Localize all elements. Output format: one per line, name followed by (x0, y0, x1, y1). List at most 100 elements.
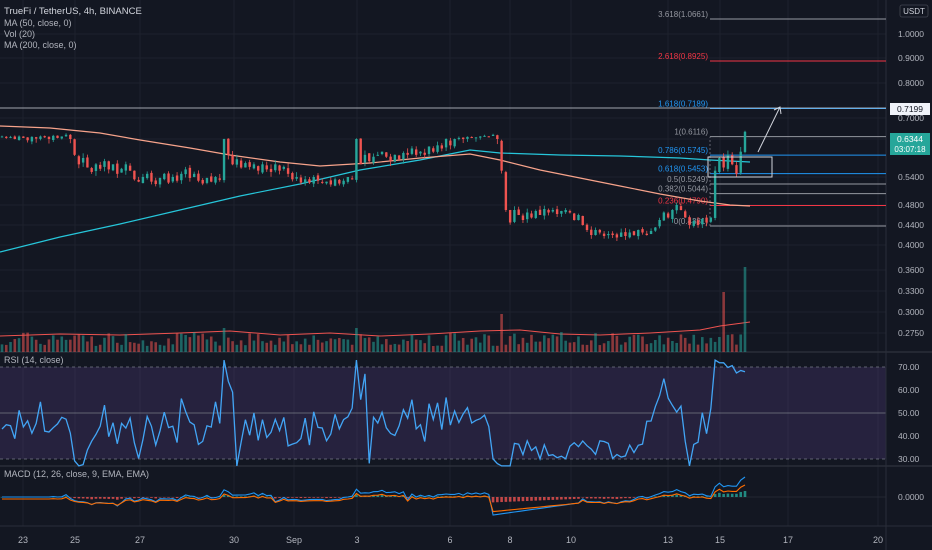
macd-hist-bar (175, 497, 179, 499)
volume-bar (209, 336, 213, 352)
candle-body (201, 179, 204, 184)
volume-bar (158, 344, 162, 352)
candle-body (735, 165, 738, 174)
macd-hist-bar (739, 491, 743, 497)
macd-hist-bar (312, 497, 316, 498)
volume-bar (628, 336, 632, 352)
projection-arrow[interactable] (757, 106, 781, 153)
volume-bar (278, 337, 281, 352)
volume-bar (666, 337, 670, 352)
volume-bar (133, 342, 136, 352)
currency-badge[interactable] (899, 4, 929, 18)
candle-body (197, 173, 200, 181)
candle-body (116, 163, 119, 174)
fib-level-label: 0.382(0.5044) (658, 185, 708, 194)
volume-bar (244, 345, 247, 352)
volume-bar (611, 333, 614, 352)
price-axis-tick: 0.8000 (898, 78, 924, 88)
signal-line (2, 484, 746, 513)
candle-body (474, 137, 478, 139)
candle-body (453, 139, 456, 147)
candle-body (56, 135, 59, 138)
volume-bar (521, 337, 525, 352)
volume-bar (419, 340, 422, 352)
volume-bar (22, 332, 25, 352)
candle-body (163, 173, 166, 180)
volume-bar (709, 337, 713, 352)
macd-hist-bar (273, 497, 277, 499)
time-axis[interactable]: 23 25 27 30 Sep 3 6 8 10 13 15 17 20 (18, 535, 883, 545)
candle-body (483, 135, 486, 137)
volume-bar (56, 339, 59, 352)
macd-hist-bar (372, 495, 375, 497)
volume-bar (547, 338, 550, 352)
volume-bar (103, 337, 106, 352)
macd-hist-bar (730, 493, 734, 497)
macd-hist-bar (141, 497, 145, 498)
macd-hist-bar (517, 497, 520, 502)
time-axis-tick: 27 (135, 535, 145, 545)
candle-body (244, 163, 247, 168)
macd-hist-bar (137, 497, 140, 498)
macd-hist-bar (256, 496, 260, 498)
volume-bar (111, 336, 115, 352)
volume-bar (602, 343, 606, 352)
volume-bar (256, 334, 260, 352)
macd-hist-bar (705, 496, 708, 498)
candle-body (530, 213, 533, 218)
macd-hist-bar (696, 496, 700, 497)
candle-body (141, 177, 145, 184)
candle-body (534, 211, 537, 218)
macd-hist-bar (718, 492, 721, 497)
indicator-ma50-label[interactable]: MA (50, close, 0) (4, 18, 72, 28)
volume-bar (444, 335, 448, 352)
macd-hist-bar (594, 497, 597, 499)
candle-body (269, 168, 273, 172)
volume-bar (4, 344, 8, 352)
candle-body (513, 210, 516, 222)
candle-body (235, 159, 239, 165)
volume-bar (696, 344, 700, 352)
candle-body (427, 146, 431, 154)
macd-hist-bar (184, 496, 187, 497)
volume-bar (316, 339, 320, 352)
fib-level-label: 2.618(0.8925) (658, 52, 708, 61)
candle-body (171, 177, 175, 182)
candle-body (602, 233, 606, 236)
macd-hist-bar (235, 496, 239, 497)
indicator-ma200-label[interactable]: MA (200, close, 0) (4, 40, 77, 50)
indicator-vol-label[interactable]: Vol (20) (4, 29, 35, 39)
candle-body (252, 164, 256, 169)
projection-box[interactable] (707, 156, 773, 178)
candle-body (5, 136, 8, 138)
time-axis-tick: 8 (507, 535, 512, 545)
candle-body (274, 164, 277, 171)
candle-body (239, 160, 243, 168)
rsi-title[interactable]: RSI (14, close) (4, 355, 64, 365)
macd-hist-bar (227, 495, 230, 497)
macd-hist-bar (150, 497, 153, 498)
candle-body (368, 153, 371, 162)
symbol-title[interactable]: TrueFi / TetherUS, 4h, BINANCE (4, 6, 142, 17)
macd-title[interactable]: MACD (12, 26, close, 9, EMA, EMA) (4, 469, 149, 479)
volume-bar (137, 343, 140, 352)
volume-bar (385, 339, 388, 352)
volume-bar (692, 334, 696, 352)
volume-bar (671, 341, 674, 352)
fib-extension-tool[interactable]: 3.618(1.0661) 2.618(0.8925) 1.618(0.7189) 1… (658, 10, 886, 227)
volume-bar (538, 341, 542, 352)
volume-bar (235, 344, 239, 352)
macd-hist-bar (124, 497, 128, 498)
volume-bar (649, 343, 653, 352)
volume-bar (700, 337, 704, 352)
macd-hist-bar (205, 496, 209, 498)
candle-body (47, 136, 51, 139)
volume-bar (60, 336, 64, 352)
volume-bar (184, 334, 187, 352)
time-axis-tick: 20 (873, 535, 883, 545)
volume-bar (171, 344, 175, 352)
macd-hist-bar (577, 497, 580, 499)
candle-body (705, 217, 708, 223)
rsi-axis-tick: 40.00 (898, 431, 920, 441)
